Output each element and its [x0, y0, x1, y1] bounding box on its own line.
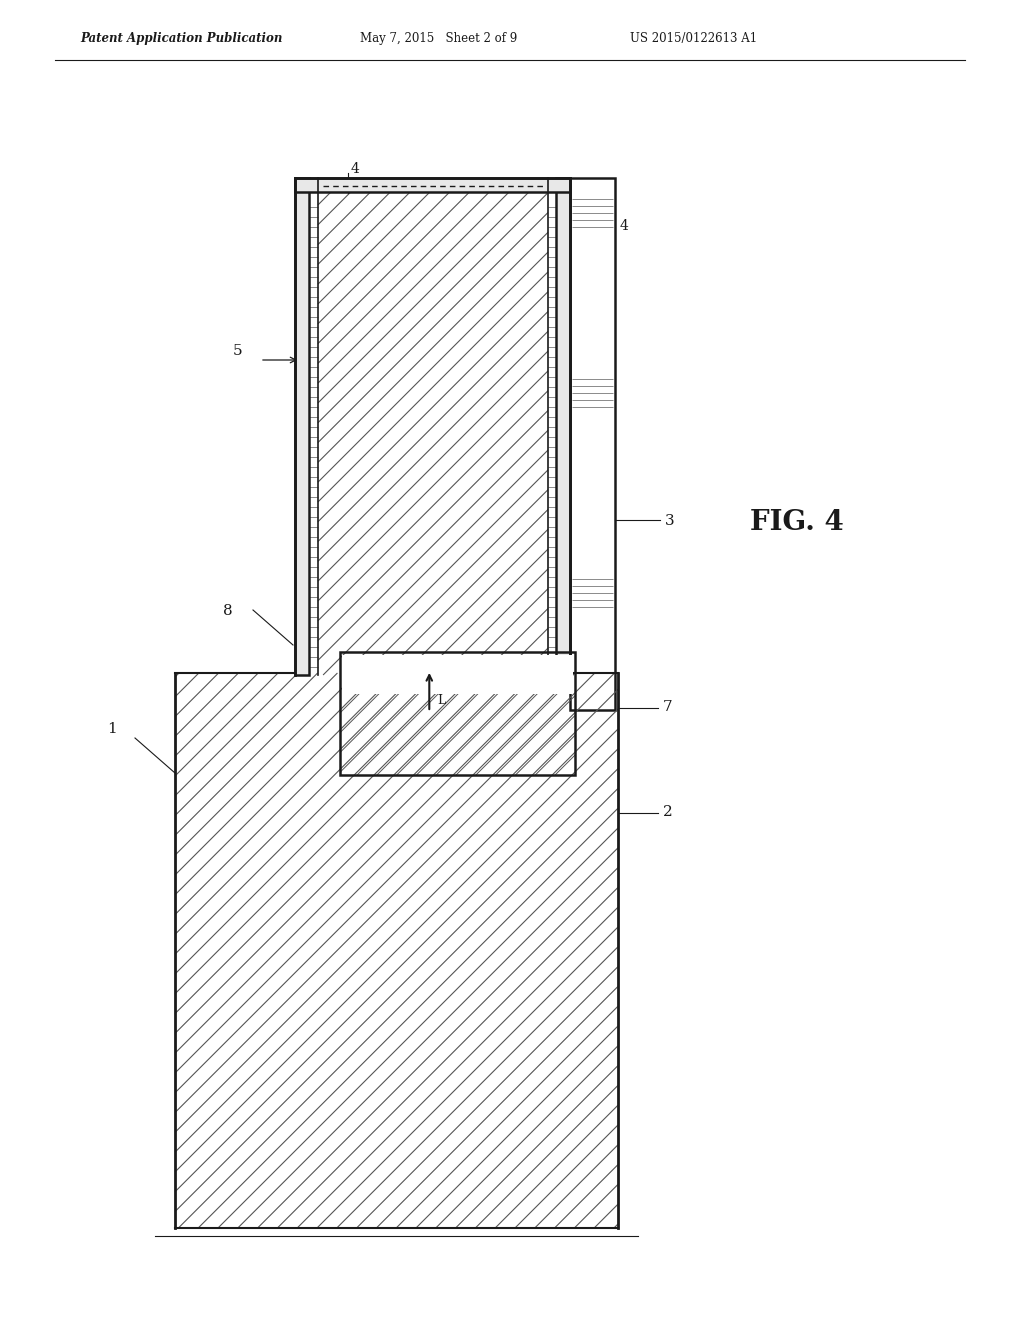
Bar — [294, 178, 309, 675]
Text: 5: 5 — [232, 345, 243, 358]
Text: 4: 4 — [620, 219, 629, 234]
Text: FIG. 4: FIG. 4 — [749, 510, 843, 536]
Bar — [570, 178, 614, 710]
Text: 4: 4 — [351, 162, 360, 176]
Bar — [339, 652, 575, 775]
Text: US 2015/0122613 A1: US 2015/0122613 A1 — [630, 32, 756, 45]
Text: Patent Application Publication: Patent Application Publication — [79, 32, 282, 45]
Bar — [555, 178, 570, 675]
Text: 2: 2 — [662, 805, 673, 818]
Text: L: L — [437, 694, 445, 708]
Text: 7: 7 — [662, 700, 672, 714]
Text: 3: 3 — [664, 513, 674, 528]
Text: 8: 8 — [223, 605, 232, 618]
Bar — [294, 178, 570, 191]
Bar — [341, 655, 573, 694]
Text: May 7, 2015   Sheet 2 of 9: May 7, 2015 Sheet 2 of 9 — [360, 32, 517, 45]
Text: 1: 1 — [107, 722, 116, 737]
